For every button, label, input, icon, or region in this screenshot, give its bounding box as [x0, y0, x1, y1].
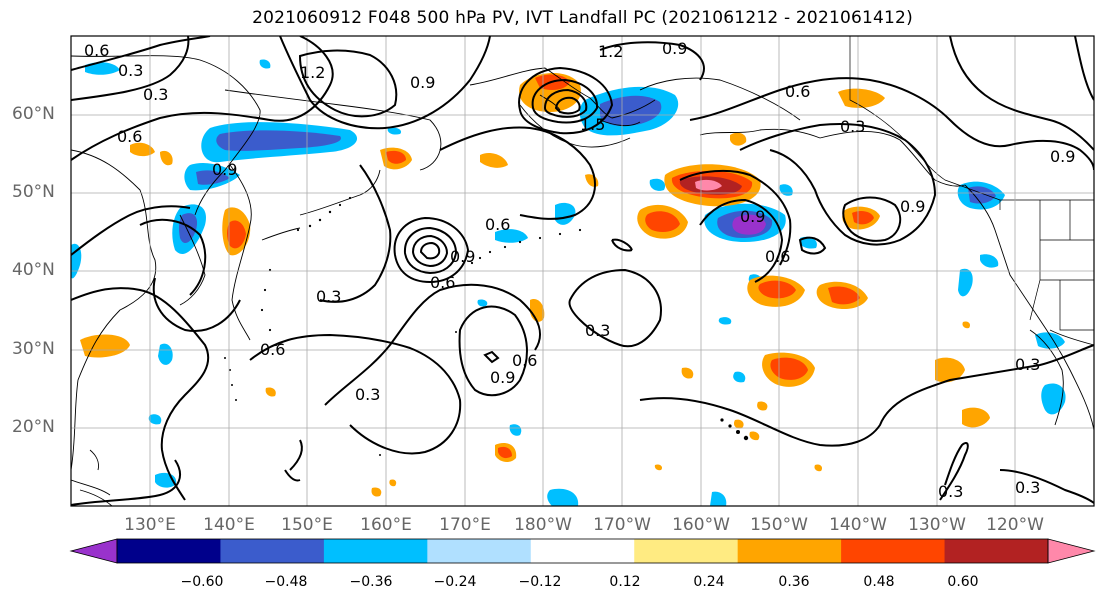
lon-label: 170°W	[593, 515, 651, 535]
contour-label: 0.9	[490, 368, 515, 387]
lon-label: 160°W	[672, 515, 730, 535]
contour-label: 0.9	[900, 197, 925, 216]
contour-label: 0.6	[84, 41, 109, 60]
contour-label: 0.6	[512, 351, 537, 370]
lon-label: 130°E	[124, 515, 176, 535]
lon-label: 130°W	[908, 515, 966, 535]
lon-label: 140°E	[203, 515, 255, 535]
lon-label: 140°W	[829, 515, 887, 535]
colorbar-cell	[841, 539, 946, 563]
lon-label: 150°W	[750, 515, 808, 535]
lat-label: 30°N	[12, 339, 55, 359]
contour-label: 0.9	[1050, 147, 1075, 166]
contour-label: 0.9	[450, 247, 475, 266]
colorbar-cell	[944, 539, 1049, 563]
colorbar-tick-label: −0.48	[264, 574, 308, 590]
contour-label: 0.3	[118, 61, 143, 80]
contour-label: 0.3	[143, 85, 168, 104]
lon-label: 150°E	[281, 515, 333, 535]
lat-label: 40°N	[12, 260, 55, 280]
colorbar-tick-label: −0.60	[180, 574, 224, 590]
colorbar-cells	[117, 539, 1049, 563]
contour-label: 0.3	[938, 482, 963, 501]
contour-label: 1.2	[598, 42, 623, 61]
contour-label: 0.3	[585, 321, 610, 340]
contour-label: 0.6	[260, 340, 285, 359]
colorbar-tick-label: 0.60	[947, 574, 979, 590]
colorbar-tick-label: 0.48	[863, 574, 895, 590]
colorbar-cell	[634, 539, 739, 563]
contour-label: 0.9	[740, 207, 765, 226]
lon-label: 160°E	[360, 515, 412, 535]
lat-label: 50°N	[12, 182, 55, 202]
colorbar-tick-label: −0.36	[349, 574, 393, 590]
colorbar-cell	[117, 539, 221, 563]
lon-label: 170°E	[439, 515, 491, 535]
colorbar-tick-label: 0.24	[693, 574, 725, 590]
map-title: 2021060912 F048 500 hPa PV, IVT Landfall…	[252, 8, 913, 28]
lon-label: 120°W	[986, 515, 1044, 535]
shaded-anomalies	[71, 59, 1066, 506]
contour-label: 0.3	[840, 117, 865, 136]
islands	[224, 196, 749, 456]
contour-lines	[71, 36, 1094, 506]
colorbar-cell	[427, 539, 532, 563]
contour-label: 0.6	[485, 215, 510, 234]
contour-label: 0.9	[410, 73, 435, 92]
colorbar-cell	[530, 539, 635, 563]
lat-label: 20°N	[12, 417, 55, 437]
colorbar-tick-label: 0.36	[778, 574, 810, 590]
colorbar-tick-label: −0.12	[518, 574, 562, 590]
lat-label: 60°N	[12, 104, 55, 124]
contour-label: 0.9	[212, 160, 237, 179]
contour-label: 0.3	[355, 385, 380, 404]
contour-label: 0.6	[117, 127, 142, 146]
contour-label: 0.3	[1015, 355, 1040, 374]
colorbar-cell	[737, 539, 842, 563]
colorbar-extend-low	[69, 538, 118, 564]
colorbar-tick-label: −0.24	[433, 574, 477, 590]
contour-label: 1.5	[580, 115, 605, 134]
colorbar-tick-label: 0.12	[609, 574, 641, 590]
lon-label: 180°W	[514, 515, 572, 535]
coastlines	[71, 55, 1094, 506]
contour-label: 0.3	[1015, 478, 1040, 497]
contour-label: 0.6	[430, 273, 455, 292]
contour-label: 0.9	[662, 39, 687, 58]
colorbar-cell	[220, 539, 325, 563]
contour-label: 1.2	[300, 63, 325, 82]
contour-labels: 0.6 0.3 0.3 0.6 1.2 0.9 1.2 0.9 1.5 0.6 …	[84, 39, 1075, 501]
contour-label: 0.6	[785, 82, 810, 101]
colorbar	[69, 538, 1096, 564]
contour-label: 0.6	[765, 247, 790, 266]
colorbar-cell	[323, 539, 428, 563]
contour-label: 0.3	[316, 287, 341, 306]
colorbar-extend-high	[1047, 538, 1096, 564]
map-frame	[70, 35, 1095, 507]
